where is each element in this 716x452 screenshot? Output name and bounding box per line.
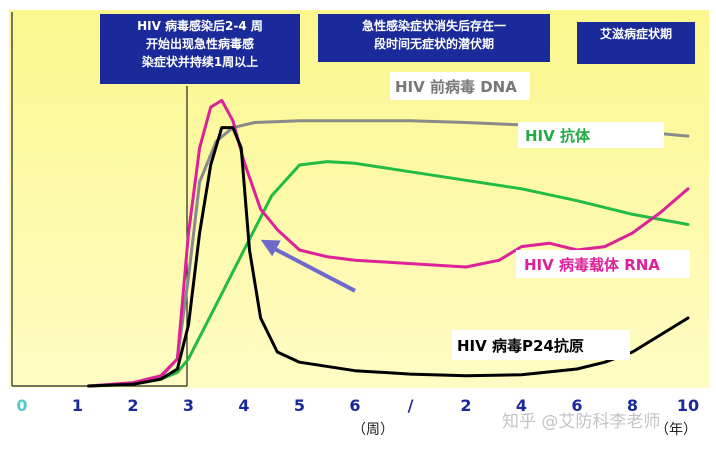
phase-text-2: 段时间无症状的潜伏期 [374, 36, 494, 51]
phase-text-1: 开始出现急性病毒感 [146, 36, 254, 51]
series-label-bg-2 [518, 122, 664, 148]
series-layer [87, 98, 690, 388]
series-label-bg-3 [516, 250, 690, 278]
x-tick-label: 6 [571, 396, 582, 415]
arrow-head [260, 239, 281, 257]
annotation-arrow [260, 239, 356, 293]
x-tick-label: 0 [16, 396, 27, 415]
x-tick-label: 6 [349, 396, 360, 415]
x-tick-label: 1 [72, 396, 83, 415]
phase-box-1 [100, 14, 300, 84]
phase-text-3: 艾滋病症状期 [600, 26, 672, 41]
x-tick-label: / [408, 396, 414, 415]
phase-box-2 [318, 14, 550, 62]
series-line-4 [87, 126, 690, 388]
x-tick-label: 4 [238, 396, 249, 415]
x-unit-weeks: （周） [352, 422, 394, 438]
series-label-bg-1 [390, 72, 530, 100]
x-tick-label: 5 [294, 396, 305, 415]
phase-box-3 [577, 22, 695, 64]
x-tick-label: 8 [627, 396, 638, 415]
series-label-3: HIV 病毒载体 RNA [524, 256, 660, 274]
phase-text-1: 染症状并持续1周以上 [141, 54, 258, 69]
series-label-4: HIV 病毒P24抗原 [457, 337, 584, 355]
x-tick-label: 3 [183, 396, 194, 415]
series-label-1: HIV 前病毒 DNA [395, 78, 517, 96]
series-label-bg-4 [452, 330, 630, 360]
x-tick-label: 2 [460, 396, 471, 415]
series-line-2 [87, 160, 690, 388]
watermark: 知乎 @艾防科李老师 [502, 412, 660, 432]
x-tick-label: 2 [127, 396, 138, 415]
x-tick-labels: 0 1 2 3 4 5 6 / 2 4 6 8 10 [16, 396, 699, 415]
arrow-shaft [269, 245, 356, 293]
x-tick-label: 10 [677, 396, 699, 415]
series-label-2: HIV 抗体 [525, 127, 591, 145]
series-labels: HIV 前病毒 DNA HIV 抗体 HIV 病毒载体 RNA HIV 病毒P24抗原 [390, 72, 690, 360]
x-tick-label: 4 [516, 396, 527, 415]
phase-text-2: 急性感染症状消失后存在一 [362, 18, 506, 33]
x-unit-years: （年） [655, 422, 697, 438]
phase-text-1: HIV 病毒感染后2-4 周 [137, 18, 263, 33]
